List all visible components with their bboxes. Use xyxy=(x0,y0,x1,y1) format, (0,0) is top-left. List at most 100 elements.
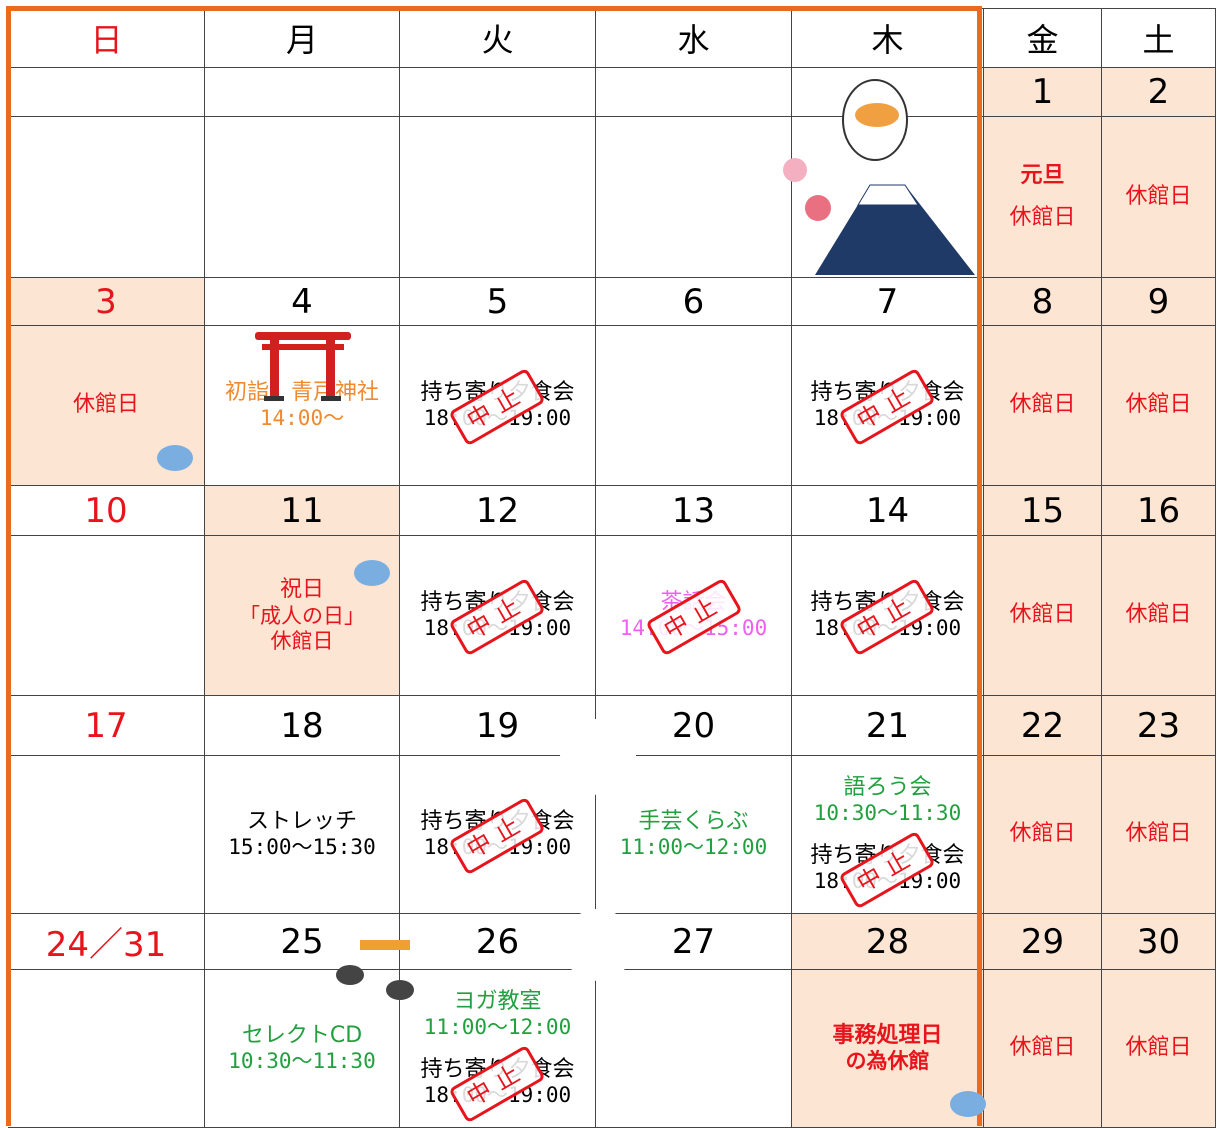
date-cell: 6 xyxy=(596,278,792,326)
content-cell xyxy=(8,117,205,278)
date-cell: 24／31 xyxy=(8,914,205,970)
event: ヨガ教室 11:00～12:00 xyxy=(424,989,571,1041)
event: 休館日 xyxy=(1009,392,1075,418)
weekday: 日 xyxy=(90,21,123,59)
event-line: の為休館 xyxy=(845,1049,930,1074)
content-cell: 元旦 休館日 xyxy=(984,117,1102,278)
date: 21 xyxy=(865,705,910,746)
event-line: 祝日 xyxy=(279,577,324,603)
content-cell: 初詣 青戸神社 14:00～ xyxy=(205,326,400,486)
event: 休館日 xyxy=(1009,821,1075,847)
header-cell: 日 xyxy=(8,8,205,68)
event: 元旦 xyxy=(1020,163,1064,189)
content-cell xyxy=(596,970,792,1128)
content-cell: 祝日 「成人の日」 休館日 xyxy=(205,536,400,696)
weekday: 火 xyxy=(481,21,514,59)
date-cell: 22 xyxy=(984,696,1102,756)
date: 1 xyxy=(1031,72,1054,112)
date-cell: 1 xyxy=(984,68,1102,117)
date-cell: 18 xyxy=(205,696,400,756)
content-cell: 休館日 xyxy=(1102,326,1216,486)
content-cell: ストレッチ 15:00～15:30 xyxy=(205,756,400,914)
date: 25 xyxy=(280,921,324,962)
date-cell: 28 xyxy=(792,914,984,970)
weekday: 水 xyxy=(677,21,710,59)
event-line: 休館日 xyxy=(270,628,334,653)
event-line: 休館日 xyxy=(1125,1035,1192,1061)
event: 初詣 青戸神社 14:00～ xyxy=(225,380,379,432)
date-cell xyxy=(596,68,792,117)
content-cell xyxy=(205,117,400,278)
header-cell: 月 xyxy=(205,8,400,68)
event-line: セレクトCD xyxy=(241,1022,363,1048)
event: 休館日 xyxy=(1009,602,1075,628)
event: 休館日 xyxy=(1009,1035,1075,1061)
event-line: 「成人の日」 xyxy=(239,603,365,628)
date: 29 xyxy=(1020,921,1065,962)
event-line: 11:00～12:00 xyxy=(619,835,768,860)
header-cell: 火 xyxy=(400,8,596,68)
event-line: 休館日 xyxy=(1125,821,1192,847)
date: 13 xyxy=(671,490,716,531)
event-line: 休館日 xyxy=(1009,821,1076,847)
event: 語ろう会 10:30～11:30 xyxy=(814,775,961,827)
event: 休館日 xyxy=(1125,821,1191,847)
event-line: 15:00～15:30 xyxy=(228,835,376,860)
content-cell: 休館日 xyxy=(8,326,205,486)
event: セレクトCD 10:30～11:30 xyxy=(228,1023,375,1075)
date: 5 xyxy=(486,281,509,322)
event-line: 休館日 xyxy=(1125,183,1192,209)
event-line: 休館日 xyxy=(1125,602,1192,628)
date-cell: 17 xyxy=(8,696,205,756)
date-cell: 8 xyxy=(984,278,1102,326)
content-cell: 手芸くらぶ 11:00～12:00 xyxy=(596,756,792,914)
event: 休館日 xyxy=(1009,205,1075,231)
date-cell xyxy=(8,68,205,117)
content-cell: 休館日 xyxy=(984,536,1102,696)
date: 4 xyxy=(291,281,313,322)
date-cell: 10 xyxy=(8,486,205,536)
content-cell xyxy=(596,117,792,278)
date-cell: 27 xyxy=(596,914,792,970)
event-line: 休館日 xyxy=(1009,1035,1076,1061)
date: 17 xyxy=(84,705,128,746)
date-cell xyxy=(205,68,400,117)
event: 休館日 xyxy=(1125,602,1191,628)
content-cell: 休館日 xyxy=(984,326,1102,486)
date: 24／31 xyxy=(45,925,167,965)
date: 15 xyxy=(1020,490,1065,531)
date-cell xyxy=(792,68,984,117)
date: 9 xyxy=(1147,281,1170,322)
event-line: 元旦 xyxy=(1020,162,1065,188)
header-cell: 土 xyxy=(1102,8,1216,68)
event-line: 休館日 xyxy=(1009,392,1076,418)
event: 休館日 xyxy=(1125,392,1191,418)
content-cell xyxy=(596,326,792,486)
date: 30 xyxy=(1136,921,1181,962)
date: 20 xyxy=(671,705,716,746)
date: 19 xyxy=(475,705,520,746)
date-cell: 21 xyxy=(792,696,984,756)
event-line: 語ろう会 xyxy=(843,774,932,800)
header-cell: 金 xyxy=(984,8,1102,68)
date: 16 xyxy=(1136,490,1181,531)
date-cell: 12 xyxy=(400,486,596,536)
event-line: 初詣 青戸神社 xyxy=(224,379,379,405)
event-line: ストレッチ xyxy=(246,808,357,834)
event-line: ヨガ教室 xyxy=(453,988,542,1014)
date-cell: 5 xyxy=(400,278,596,326)
event-line: 10:30～11:30 xyxy=(813,801,962,826)
content-cell: 休館日 xyxy=(984,970,1102,1128)
date-cell: 3 xyxy=(8,278,205,326)
